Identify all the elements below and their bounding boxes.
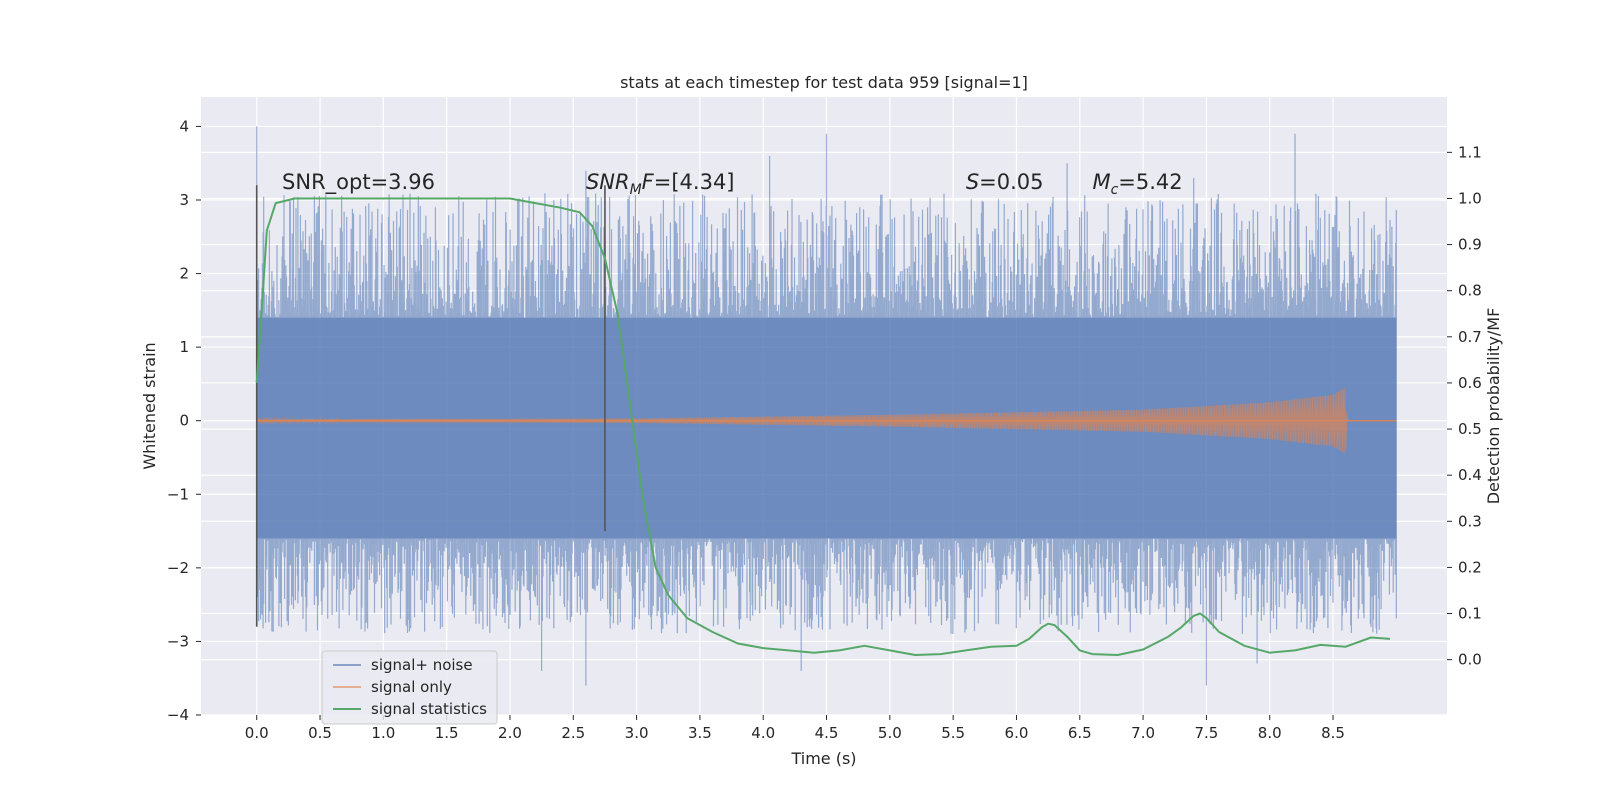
- x-tick-label: 4.5: [815, 724, 839, 742]
- y2-tick-label: 0.4: [1458, 466, 1482, 484]
- y-tick-label: 4: [179, 117, 189, 135]
- y-tick-label: −2: [167, 559, 189, 577]
- x-tick-label: 4.0: [751, 724, 775, 742]
- x-tick-label: 2.0: [498, 724, 522, 742]
- annotation-1: SNRMF=[4.34]: [586, 170, 735, 198]
- y2-tick-label: 0.8: [1458, 282, 1482, 300]
- y-tick-label: −3: [167, 632, 189, 650]
- x-tick-label: 8.5: [1321, 724, 1345, 742]
- y2-tick-label: 0.7: [1458, 328, 1482, 346]
- legend-box: [321, 650, 498, 725]
- y-tick-label: −1: [167, 485, 189, 503]
- y2-tick-label: 0.5: [1458, 420, 1482, 438]
- y2-tick-label: 0.3: [1458, 512, 1482, 530]
- y2-tick-label: 0.9: [1458, 236, 1482, 254]
- x-tick-label: 0.0: [245, 724, 269, 742]
- x-tick-label: 5.5: [941, 724, 965, 742]
- y2-axis-ticks: 0.0 0.1 0.2 0.3 0.4 0.5 0.6 0.7 0.8 0.9 1.0 1.1: [1447, 143, 1482, 669]
- vertical-markers: [255, 185, 606, 627]
- y-tick-label: 2: [179, 265, 189, 283]
- y2-tick-label: 0.6: [1458, 374, 1482, 392]
- y2-tick-label: 0.2: [1458, 558, 1482, 576]
- x-tick-label: 7.0: [1131, 724, 1155, 742]
- annotations: SNR_opt=3.96 SNRMF=[4.34] S=0.05 Mc=5.42: [282, 170, 1183, 198]
- y-tick-label: 3: [179, 191, 189, 209]
- legend-label-signal-only: signal only: [371, 678, 452, 696]
- y2-tick-label: 1.0: [1458, 189, 1482, 207]
- x-tick-label: 3.5: [688, 724, 712, 742]
- chart-title: stats at each timestep for test data 959…: [620, 73, 1028, 92]
- x-tick-label: 7.5: [1194, 724, 1218, 742]
- annotation-3: Mc=5.42: [1092, 170, 1182, 198]
- signal-noise-series: [256, 126, 1397, 686]
- y-tick-label: 1: [179, 338, 189, 356]
- y2-tick-label: 0.0: [1458, 651, 1482, 669]
- y-tick-label: −4: [167, 706, 189, 724]
- x-tick-label: 6.5: [1068, 724, 1092, 742]
- y-tick-label: 0: [179, 412, 189, 430]
- y2-tick-label: 0.1: [1458, 605, 1482, 623]
- x-axis-title: Time (s): [790, 749, 856, 768]
- x-tick-label: 0.5: [308, 724, 332, 742]
- y-axis-ticks: −4 −3 −2 −1 0 1 2 3 4: [167, 117, 201, 724]
- x-tick-label: 6.0: [1005, 724, 1029, 742]
- signal-statistics-line: [255, 197, 1391, 656]
- y2-tick-label: 1.1: [1458, 143, 1482, 161]
- x-tick-label: 2.5: [561, 724, 585, 742]
- signal-statistics-series: [255, 197, 1391, 656]
- legend-label-signal-noise: signal+ noise: [371, 656, 473, 674]
- x-tick-label: 1.5: [435, 724, 459, 742]
- legend: signal+ noise signal only signal statist…: [321, 650, 498, 725]
- x-tick-label: 8.0: [1258, 724, 1282, 742]
- x-tick-label: 1.0: [371, 724, 395, 742]
- annotation-2: S=0.05: [966, 170, 1044, 194]
- y-axis-title: Whitened strain: [140, 342, 159, 469]
- y2-axis-title: Detection probability/MF: [1484, 308, 1503, 505]
- x-tick-label: 3.0: [625, 724, 649, 742]
- x-axis-ticks: 0.0 0.5 1.0 1.5 2.0 2.5 3.0 3.5 4.0 4.5 5.0 5.5 6.0 6…: [245, 715, 1345, 742]
- annotation-0: SNR_opt=3.96: [282, 170, 435, 195]
- x-tick-label: 5.0: [878, 724, 902, 742]
- signal-only-series: [256, 387, 1397, 454]
- legend-label-signal-statistics: signal statistics: [371, 700, 487, 718]
